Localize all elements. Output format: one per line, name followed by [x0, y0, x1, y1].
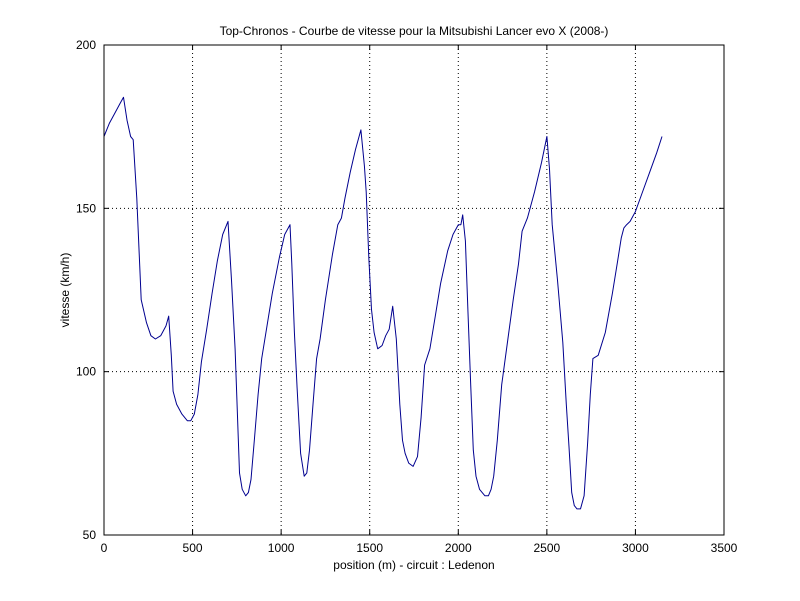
- series-layer: [103, 96, 663, 510]
- plot-frame: [103, 44, 725, 536]
- x-tick-label: 1000: [268, 541, 295, 555]
- y-tick-label: 150: [76, 201, 96, 215]
- x-axis-label: position (m) - circuit : Ledenon: [333, 558, 494, 572]
- x-tick-label: 2000: [445, 541, 472, 555]
- plot-area: [104, 45, 724, 535]
- x-tick-label: 3500: [711, 541, 738, 555]
- x-tick-label: 1500: [356, 541, 383, 555]
- chart-title: Top-Chronos - Courbe de vitesse pour la …: [220, 24, 609, 38]
- grid-lines: [104, 45, 724, 535]
- y-tick-label: 50: [83, 528, 97, 542]
- y-tick-label: 100: [76, 365, 96, 379]
- ticks: [103, 44, 725, 536]
- tick-labels: 0 500 1000 1500 2000 2500 3000 3500 50 100 150 200: [76, 38, 738, 555]
- x-tick-label: 0: [101, 541, 108, 555]
- speed-series-line: [103, 96, 663, 510]
- y-tick-label: 200: [76, 38, 96, 52]
- x-tick-label: 2500: [534, 541, 561, 555]
- y-axis-label: vitesse (km/h): [58, 253, 72, 328]
- x-tick-label: 500: [183, 541, 203, 555]
- x-tick-label: 3000: [622, 541, 649, 555]
